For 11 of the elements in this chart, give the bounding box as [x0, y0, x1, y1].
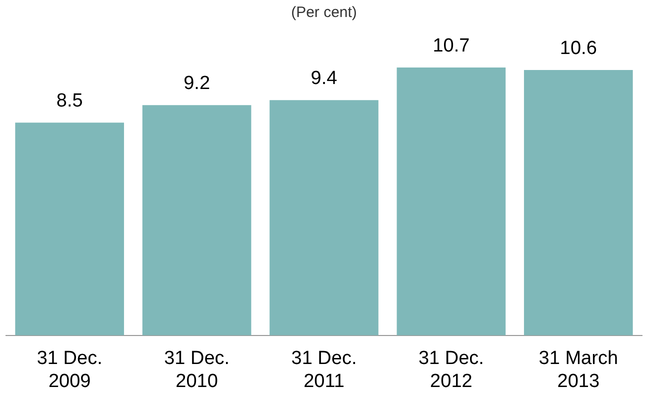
x-tick-label: 31 Dec. 2009	[36, 348, 102, 392]
x-tick-label: 31 Dec. 2011	[291, 348, 357, 392]
data-label: 9.2	[184, 72, 210, 94]
x-tick-label: 31 Dec. 2010	[164, 348, 230, 392]
data-label: 9.4	[310, 68, 338, 89]
data-label: 10.7	[432, 35, 470, 56]
x-tick-label: 31 March 2013	[538, 348, 618, 392]
data-label: 8.5	[56, 90, 83, 112]
data-label: 10.6	[560, 38, 597, 59]
x-tick-label: 31 Dec. 2012	[418, 348, 484, 392]
chart-subtitle: (Per cent)	[291, 4, 357, 22]
